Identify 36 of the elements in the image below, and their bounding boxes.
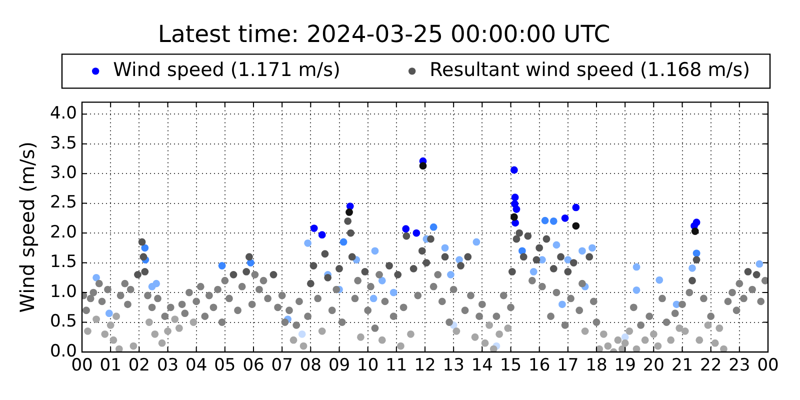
x-tick-label: 23 (728, 356, 750, 376)
x-tick-label: 22 (700, 356, 722, 376)
y-tick-label: 2.5 (50, 192, 77, 213)
x-tick-label: 03 (156, 356, 179, 376)
x-tick-label: 01 (100, 356, 122, 376)
x-tick-label: 13 (442, 356, 464, 376)
legend-label: Wind speed (1.171 m/s) (113, 59, 340, 82)
x-tick-label: 12 (414, 356, 436, 376)
x-tick-label: 00 (757, 356, 779, 376)
x-tick-label: 08 (300, 356, 322, 376)
legend-label: Resultant wind speed (1.168 m/s) (430, 59, 750, 82)
x-tick-label: 06 (242, 356, 264, 376)
y-tick-label: 0.5 (50, 312, 77, 332)
x-tick-label: 02 (128, 356, 150, 376)
y-tick-label: 3.5 (50, 133, 77, 154)
x-tick-label: 10 (357, 356, 379, 376)
x-tick-label: 07 (271, 356, 293, 376)
y-tick-label: 1.5 (50, 252, 77, 272)
x-tick-label: 09 (328, 356, 350, 376)
x-tick-label: 05 (214, 356, 236, 376)
x-tick-label: 17 (557, 356, 579, 376)
y-axis-title: Wind speed (m/s) (16, 141, 39, 313)
x-tick-label: 04 (186, 356, 208, 376)
y-tick-label: 2.0 (50, 222, 77, 242)
x-tick-label: 14 (471, 356, 493, 376)
x-tick-label: 19 (614, 356, 636, 376)
y-tick-label: 3.0 (50, 162, 77, 183)
x-tick-label: 16 (528, 356, 550, 376)
x-tick-label: 15 (500, 356, 522, 376)
x-tick-label: 11 (386, 356, 408, 376)
y-tick-label: 4.0 (50, 104, 77, 124)
chart-title: Latest time: 2024-03-25 00:00:00 UTC (158, 20, 610, 48)
y-tick-label: 1.0 (50, 282, 77, 302)
x-tick-label: 18 (586, 356, 608, 376)
x-tick-label: 21 (671, 356, 694, 376)
x-tick-label: 20 (642, 356, 664, 376)
